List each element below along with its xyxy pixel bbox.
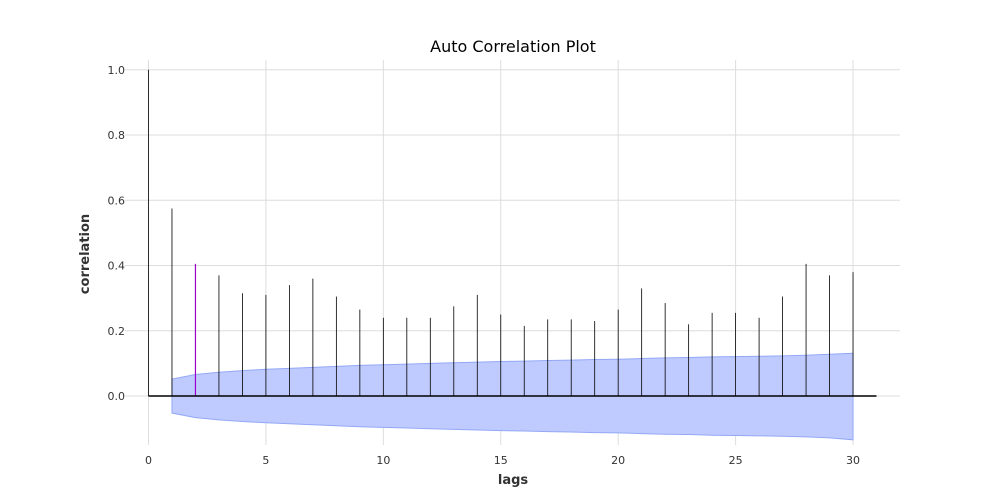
x-tick-label: 5 [262, 454, 269, 467]
y-tick-label: 1.0 [108, 64, 126, 77]
y-tick-labels: 0.0 0.2 0.4 0.6 0.8 1.0 [108, 64, 126, 403]
x-tick-label: 15 [494, 454, 508, 467]
grid [125, 60, 900, 445]
y-tick-label: 0.2 [108, 325, 126, 338]
x-tick-label: 0 [145, 454, 152, 467]
stems [148, 69, 854, 397]
y-axis-label: correlation [78, 214, 93, 294]
y-tick-label: 0.6 [108, 194, 126, 207]
y-tick-label: 0.4 [108, 260, 126, 273]
x-tick-label: 30 [846, 454, 860, 467]
x-tick-label: 10 [376, 454, 390, 467]
y-tick-label: 0.0 [108, 390, 126, 403]
x-tick-labels: 0 5 10 15 20 25 30 [145, 454, 860, 467]
chart-title: Auto Correlation Plot [430, 37, 596, 56]
x-tick-label: 20 [611, 454, 625, 467]
y-tick-label: 0.8 [108, 129, 126, 142]
x-tick-label: 25 [729, 454, 743, 467]
x-axis-label: lags [498, 473, 529, 488]
